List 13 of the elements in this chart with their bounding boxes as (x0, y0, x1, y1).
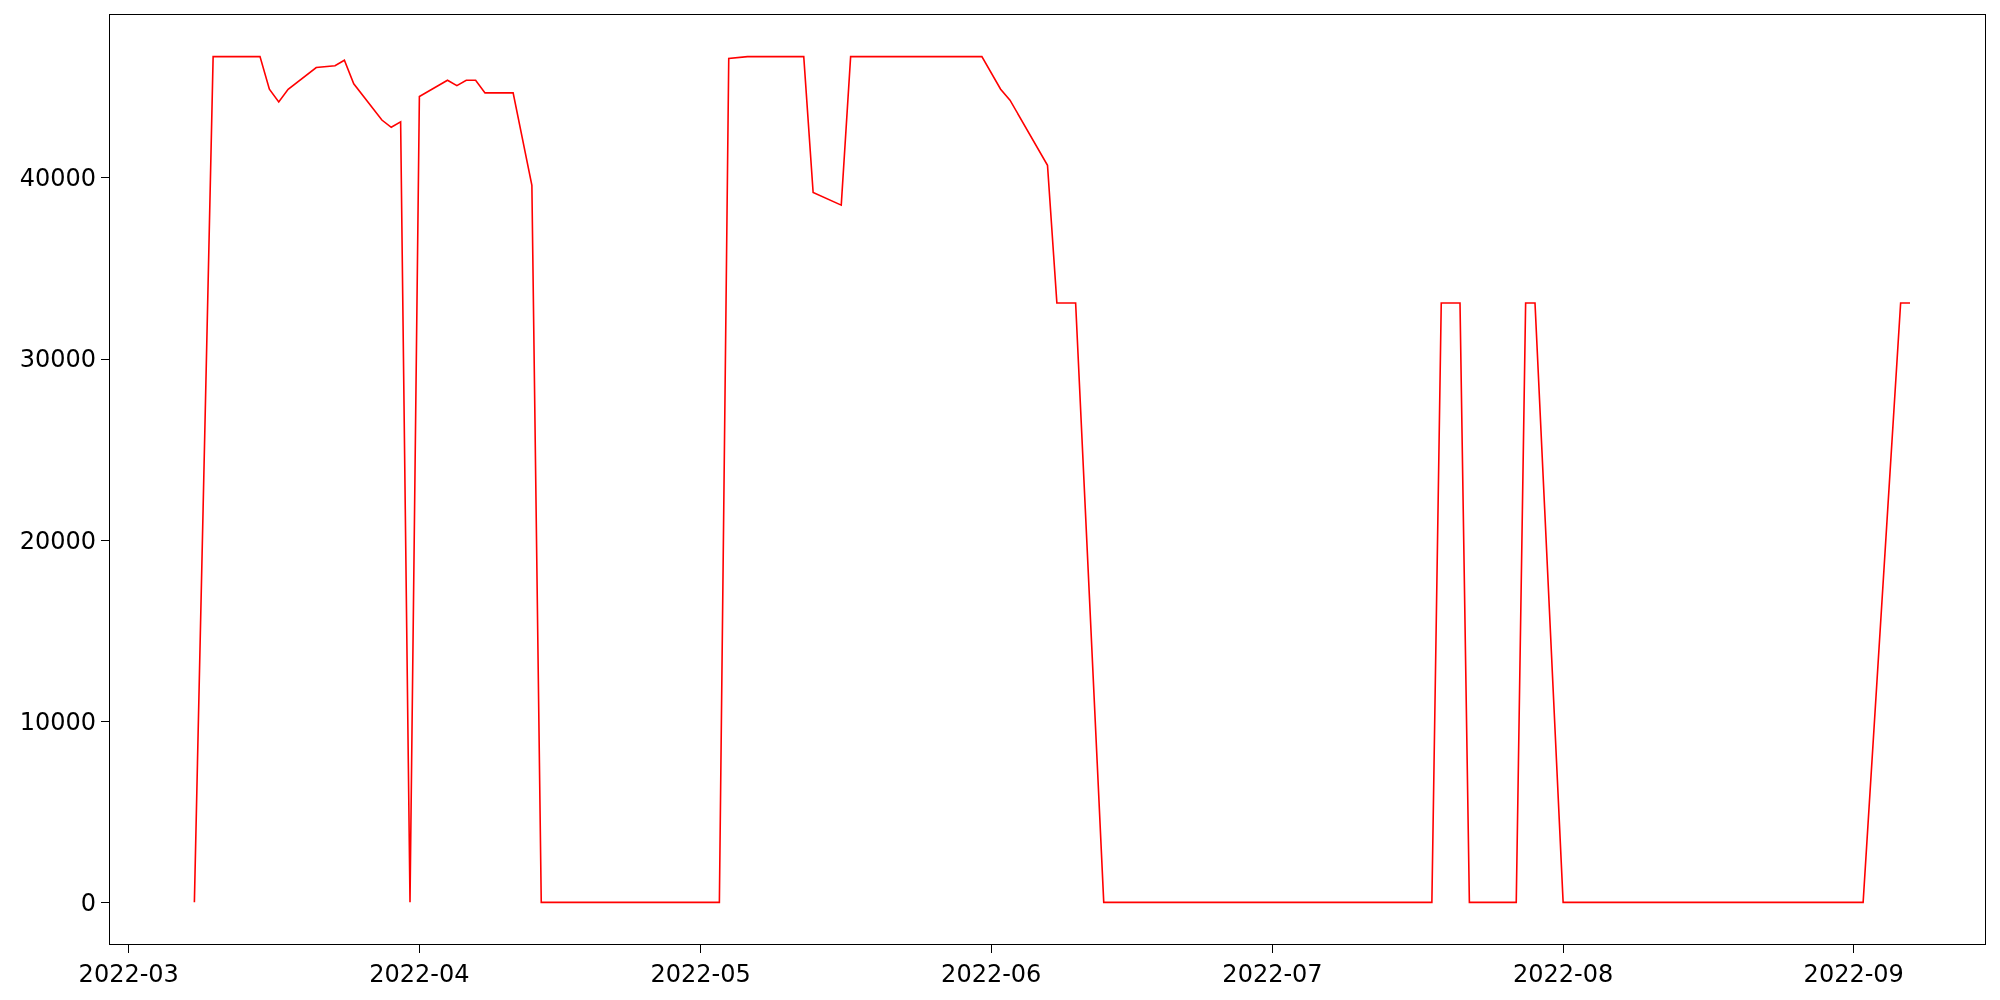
x-tick-label: 2022-07 (1222, 959, 1323, 988)
x-tick-label: 2022-06 (941, 959, 1042, 988)
x-tick-label: 2022-05 (650, 959, 751, 988)
y-tick-label: 20000 (19, 526, 97, 555)
x-tick-label: 2022-08 (1512, 959, 1614, 988)
x-tick-label: 2022-04 (369, 959, 470, 988)
y-tick-label: 30000 (19, 345, 97, 374)
y-tick-label: 40000 (19, 164, 97, 193)
x-tick-label: 2022-03 (78, 959, 179, 988)
y-tick-label: 0 (80, 888, 97, 917)
x-tick-label: 2022-09 (1803, 959, 1904, 988)
line-series (193, 55, 1911, 904)
y-tick-label: 10000 (19, 707, 97, 736)
